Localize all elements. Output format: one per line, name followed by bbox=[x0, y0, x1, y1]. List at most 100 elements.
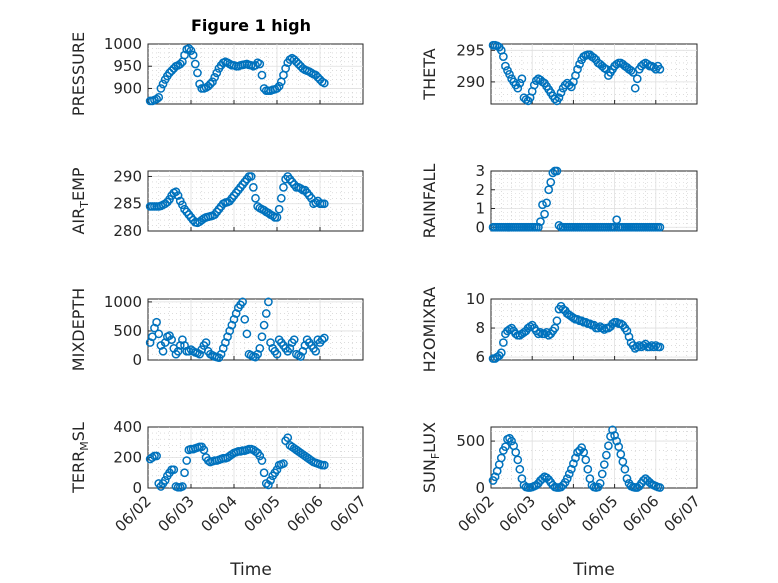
data-point bbox=[639, 341, 648, 350]
data-point bbox=[626, 66, 636, 75]
data-point bbox=[249, 183, 258, 192]
data-point bbox=[517, 74, 527, 84]
data-point bbox=[515, 464, 525, 474]
x-tick-label: 06/06 bbox=[284, 492, 327, 535]
data-point bbox=[618, 457, 628, 467]
data-point bbox=[294, 59, 303, 69]
subplot-air_temp: 280 285 290 AIRTEMP bbox=[69, 167, 364, 240]
data-point bbox=[616, 449, 626, 459]
data-point bbox=[525, 322, 535, 331]
y-tick-label: 10 bbox=[466, 290, 485, 308]
data-point bbox=[566, 464, 576, 474]
data-point bbox=[569, 459, 578, 468]
data-point bbox=[624, 332, 634, 342]
data-point bbox=[573, 64, 582, 74]
data-point bbox=[160, 199, 170, 209]
data-point bbox=[589, 53, 599, 63]
subplot-mixdepth: 0 500 1000 MIXDEPTH bbox=[69, 288, 364, 371]
data-point bbox=[274, 204, 284, 214]
series-mixdepth bbox=[145, 297, 329, 363]
data-point bbox=[253, 202, 262, 211]
data-point bbox=[208, 77, 217, 87]
data-point bbox=[575, 59, 584, 69]
series-pressure bbox=[145, 44, 329, 106]
plot-area-rainfall bbox=[490, 170, 698, 232]
data-point bbox=[195, 79, 204, 89]
data-point bbox=[622, 326, 632, 336]
data-point bbox=[160, 476, 170, 485]
y-tick-label: 400 bbox=[113, 418, 142, 436]
series-rainfall bbox=[488, 166, 665, 232]
data-point bbox=[507, 436, 516, 446]
series-theta bbox=[488, 40, 665, 106]
data-point bbox=[556, 88, 566, 97]
y-tick-label: 950 bbox=[113, 57, 142, 75]
y-tick-label: 2 bbox=[475, 181, 485, 199]
data-point bbox=[499, 338, 508, 347]
data-point bbox=[242, 329, 252, 339]
data-point bbox=[201, 338, 211, 347]
data-point bbox=[505, 69, 514, 79]
plot-area-pressure bbox=[147, 43, 364, 105]
data-point bbox=[630, 83, 640, 93]
y-axis-label-theta: THETA bbox=[420, 48, 439, 100]
data-point bbox=[536, 328, 545, 337]
y-tick-label: 290 bbox=[456, 73, 485, 91]
data-point bbox=[645, 342, 654, 352]
data-point bbox=[501, 61, 510, 71]
data-point bbox=[289, 335, 299, 345]
data-point bbox=[499, 52, 508, 61]
y-tick-label: 280 bbox=[113, 222, 142, 240]
data-point bbox=[296, 184, 305, 193]
data-point bbox=[515, 78, 525, 88]
data-point bbox=[154, 92, 164, 102]
data-point bbox=[257, 70, 267, 80]
data-point bbox=[614, 442, 624, 452]
data-point bbox=[167, 335, 176, 345]
data-point bbox=[577, 443, 586, 452]
data-point bbox=[632, 74, 642, 84]
data-point bbox=[257, 332, 267, 342]
data-point bbox=[255, 59, 265, 69]
data-point bbox=[610, 431, 619, 440]
data-point bbox=[190, 59, 200, 69]
data-point bbox=[583, 464, 593, 474]
data-point bbox=[612, 436, 622, 446]
data-point bbox=[259, 320, 269, 330]
data-point bbox=[255, 451, 265, 461]
data-point bbox=[612, 215, 622, 225]
data-point bbox=[513, 83, 523, 93]
data-point bbox=[585, 319, 595, 329]
data-point bbox=[276, 193, 286, 203]
data-point bbox=[571, 453, 580, 463]
data-point bbox=[240, 314, 250, 324]
data-point bbox=[540, 329, 549, 339]
data-point bbox=[158, 346, 168, 356]
data-point bbox=[279, 183, 288, 192]
subplot-h2omixratio: 6 8 10 H2OMIXRA bbox=[420, 287, 698, 372]
data-point bbox=[169, 465, 179, 475]
data-point bbox=[511, 329, 521, 339]
y-tick-label: 0 bbox=[475, 218, 485, 236]
subplot-terr_msl: 0 200 400 06/02 06/03 06/04 06/05 06/06 06/07 TER… bbox=[69, 418, 370, 535]
data-point bbox=[156, 84, 166, 93]
data-point bbox=[158, 79, 168, 89]
data-point bbox=[255, 344, 265, 353]
data-point bbox=[595, 478, 605, 488]
data-point bbox=[210, 72, 219, 82]
data-point bbox=[540, 209, 549, 219]
y-axis-label-terr_msl: TERRMSL bbox=[69, 422, 91, 494]
data-point bbox=[251, 447, 260, 456]
data-point bbox=[319, 460, 329, 470]
data-point bbox=[496, 348, 506, 358]
y-tick-label: 0 bbox=[132, 351, 142, 369]
y-tick-label: 0 bbox=[132, 479, 142, 497]
data-point bbox=[579, 447, 589, 457]
data-point bbox=[264, 297, 273, 307]
y-tick-label: 290 bbox=[113, 167, 142, 185]
data-point bbox=[283, 433, 293, 443]
data-point bbox=[289, 55, 299, 64]
y-axis-label-air_temp: AIRTEMP bbox=[69, 167, 91, 234]
